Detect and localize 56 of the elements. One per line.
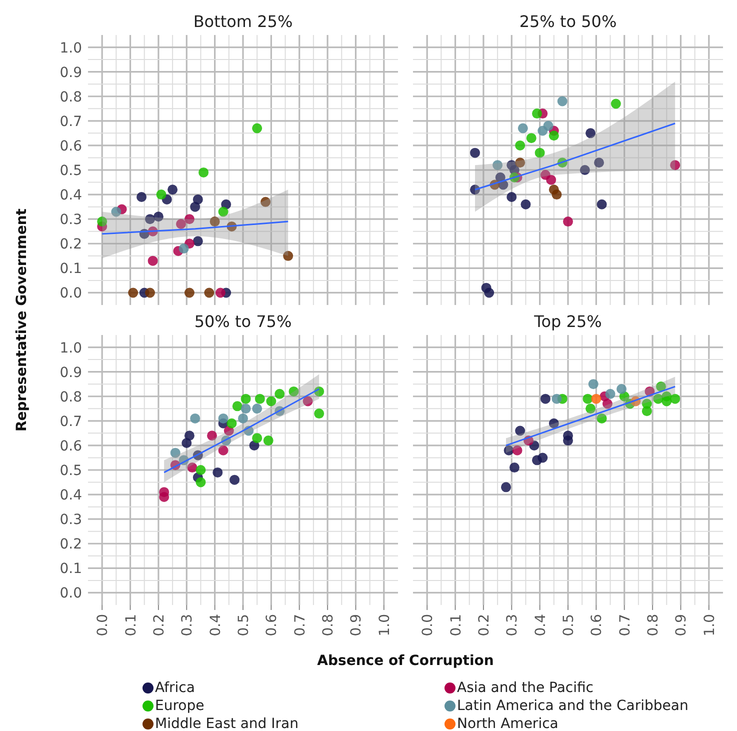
legend-label: Latin America and the Caribbean [457, 698, 688, 714]
y-tick-label: 0.9 [60, 64, 82, 81]
y-tick-label: 0.2 [60, 236, 82, 253]
x-tick-label: 0.0 [95, 614, 112, 636]
y-tick-label: 0.0 [60, 586, 82, 602]
chart-title: 25% to 50% [519, 12, 617, 31]
y-tick-label: 0.6 [60, 138, 82, 154]
y-tick-label: 0.5 [60, 463, 82, 479]
y-tick-label: 0.0 [60, 286, 82, 302]
x-tick-label: 0.0 [420, 614, 436, 636]
x-tick-label: 0.9 [674, 614, 690, 636]
chart-title: 50% to 75% [194, 312, 292, 331]
legend-label: Middle East and Iran [155, 716, 298, 731]
x-tick-label: 0.1 [123, 614, 140, 636]
y-tick-label: 0.3 [60, 212, 82, 228]
y-tick-label: 0.5 [60, 163, 82, 179]
x-tick-label: 0.8 [320, 614, 337, 636]
y-tick-label: 0.6 [60, 438, 82, 454]
y-tick-label: 0.4 [60, 488, 82, 504]
x-tick-label: 0.2 [151, 614, 168, 636]
x-tick-label: 0.4 [532, 614, 549, 636]
x-tick-label: 0.7 [617, 614, 634, 636]
x-tick-label: 0.2 [476, 614, 492, 636]
x-tick-label: 0.6 [589, 614, 606, 636]
x-tick-label: 1.0 [702, 614, 718, 636]
x-tick-label: 0.1 [448, 614, 464, 636]
x-tick-label: 0.7 [292, 614, 308, 636]
y-tick-label: 0.1 [60, 561, 82, 578]
x-tick-label: 0.5 [236, 614, 252, 636]
y-tick-label: 0.8 [60, 389, 82, 406]
x-tick-label: 0.9 [348, 614, 365, 636]
legend-label: Europe [155, 698, 204, 714]
y-tick-label: 1.0 [60, 40, 82, 56]
legend-label: North America [457, 716, 558, 731]
y-tick-label: 0.3 [60, 512, 82, 528]
y-tick-label: 0.9 [60, 364, 82, 381]
y-tick-label: 0.4 [60, 188, 82, 204]
y-tick-label: 0.7 [60, 414, 82, 430]
x-tick-label: 0.4 [208, 614, 224, 636]
x-tick-label: 0.8 [646, 614, 662, 636]
y-tick-label: 0.1 [60, 261, 82, 278]
chart-title: Top 25% [533, 312, 602, 331]
x-tick-label: 0.3 [504, 614, 521, 636]
y-tick-label: 0.7 [60, 114, 82, 130]
x-tick-label: 1.0 [376, 614, 393, 636]
y-tick-label: 0.2 [60, 536, 82, 553]
x-tick-label: 0.5 [561, 614, 577, 636]
chart-title: Bottom 25% [193, 12, 293, 31]
y-axis-title: Representative Government [14, 208, 30, 432]
x-axis-title: Absence of Corruption [317, 653, 494, 669]
legend-label: Africa [155, 680, 195, 696]
x-tick-label: 0.3 [180, 614, 196, 636]
legend-label: Asia and the Pacific [457, 680, 594, 696]
x-tick-label: 0.6 [264, 614, 280, 636]
y-tick-label: 1.0 [60, 340, 82, 356]
y-tick-label: 0.8 [60, 89, 82, 106]
